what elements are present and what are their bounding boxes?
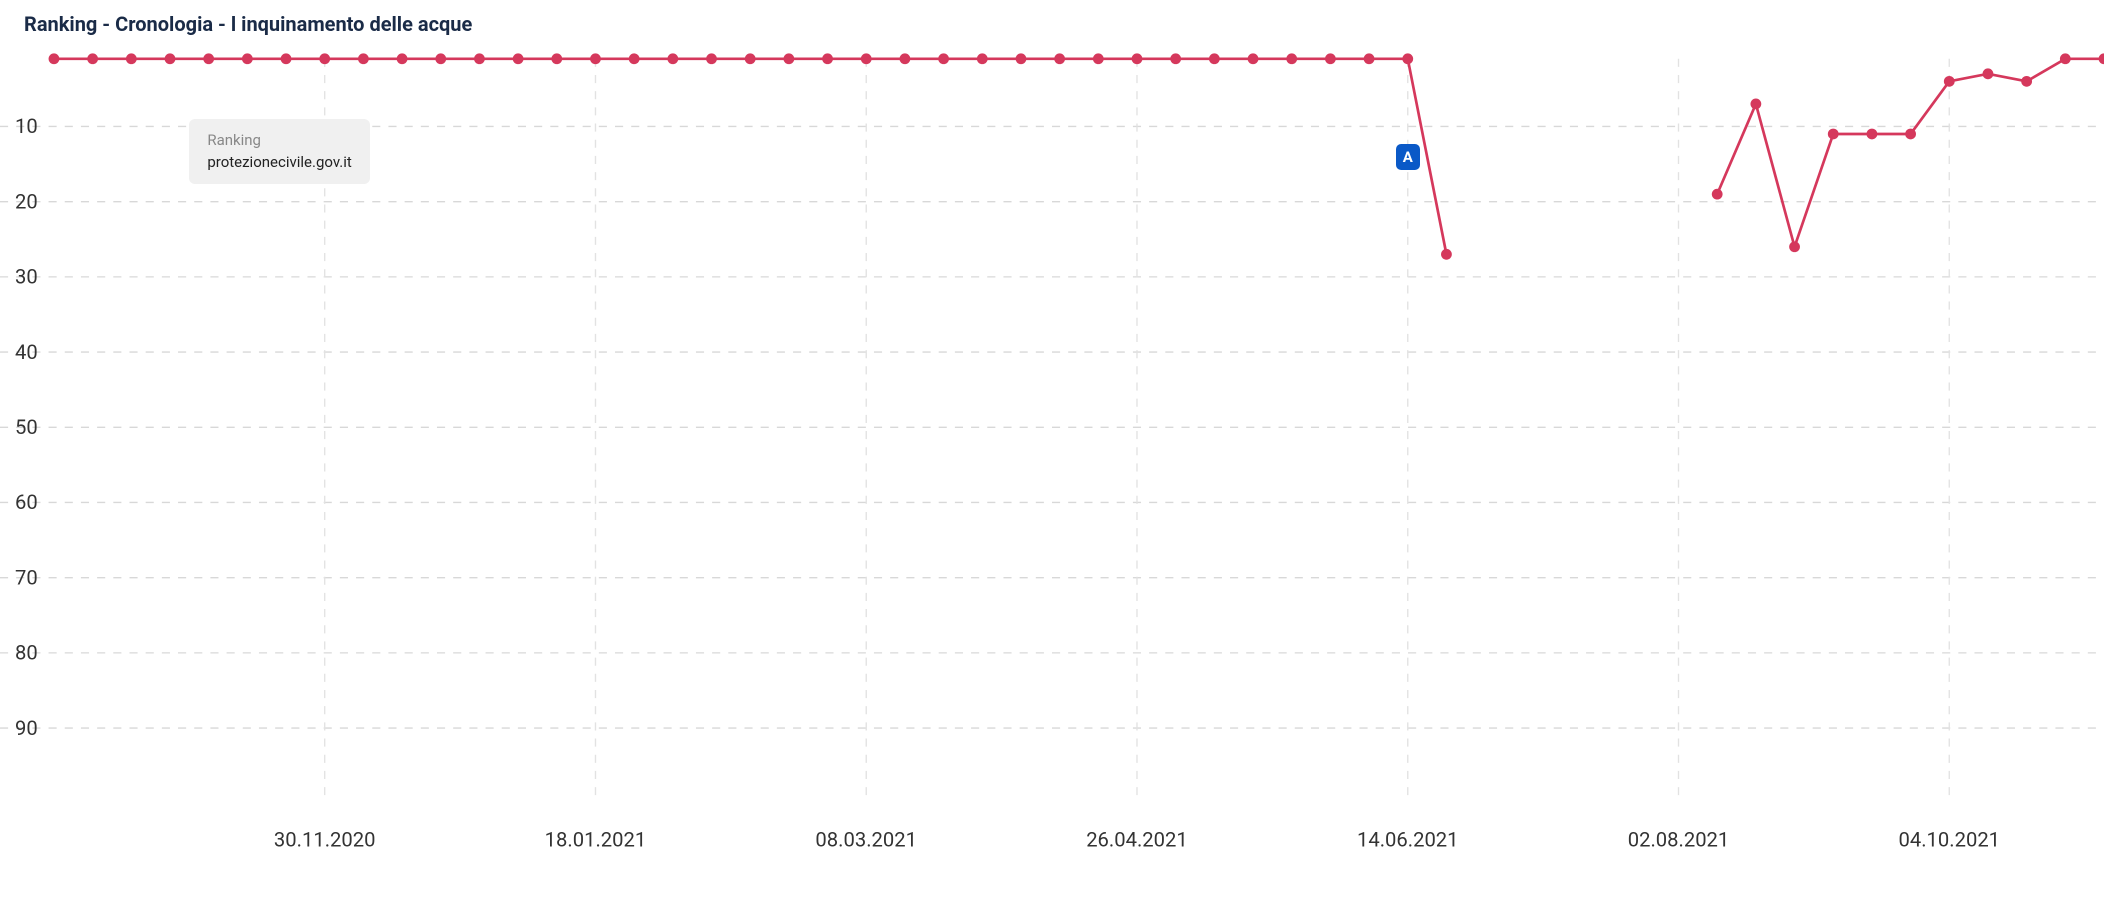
- legend-title: Ranking: [207, 129, 352, 152]
- svg-text:40: 40: [15, 340, 38, 364]
- svg-text:70: 70: [15, 565, 38, 589]
- svg-text:50: 50: [15, 415, 38, 439]
- chart-container: Ranking - Cronologia - l inquinamento de…: [0, 0, 2104, 911]
- svg-text:02.08.2021: 02.08.2021: [1628, 827, 1730, 851]
- chart-title: Ranking - Cronologia - l inquinamento de…: [0, 0, 2104, 48]
- chart-body: 10 20 30 40 50 60 70 80 90 30.11.2020 18.01.2021 08…: [0, 48, 2104, 911]
- svg-text:04.10.2021: 04.10.2021: [1898, 827, 2000, 851]
- svg-text:90: 90: [15, 716, 38, 740]
- svg-text:08.03.2021: 08.03.2021: [815, 827, 917, 851]
- legend-domain: protezionecivile.gov.it: [207, 151, 352, 174]
- svg-text:26.04.2021: 26.04.2021: [1086, 827, 1188, 851]
- svg-text:20: 20: [15, 189, 38, 213]
- svg-text:18.01.2021: 18.01.2021: [545, 827, 647, 851]
- svg-text:10: 10: [15, 114, 38, 138]
- svg-text:80: 80: [15, 641, 38, 665]
- marker-badge-a[interactable]: A: [1396, 144, 1420, 170]
- legend-box: Ranking protezionecivile.gov.it: [189, 119, 370, 184]
- svg-text:60: 60: [15, 490, 38, 514]
- svg-text:14.06.2021: 14.06.2021: [1357, 827, 1459, 851]
- svg-text:30: 30: [15, 265, 38, 289]
- svg-text:30.11.2020: 30.11.2020: [274, 827, 376, 851]
